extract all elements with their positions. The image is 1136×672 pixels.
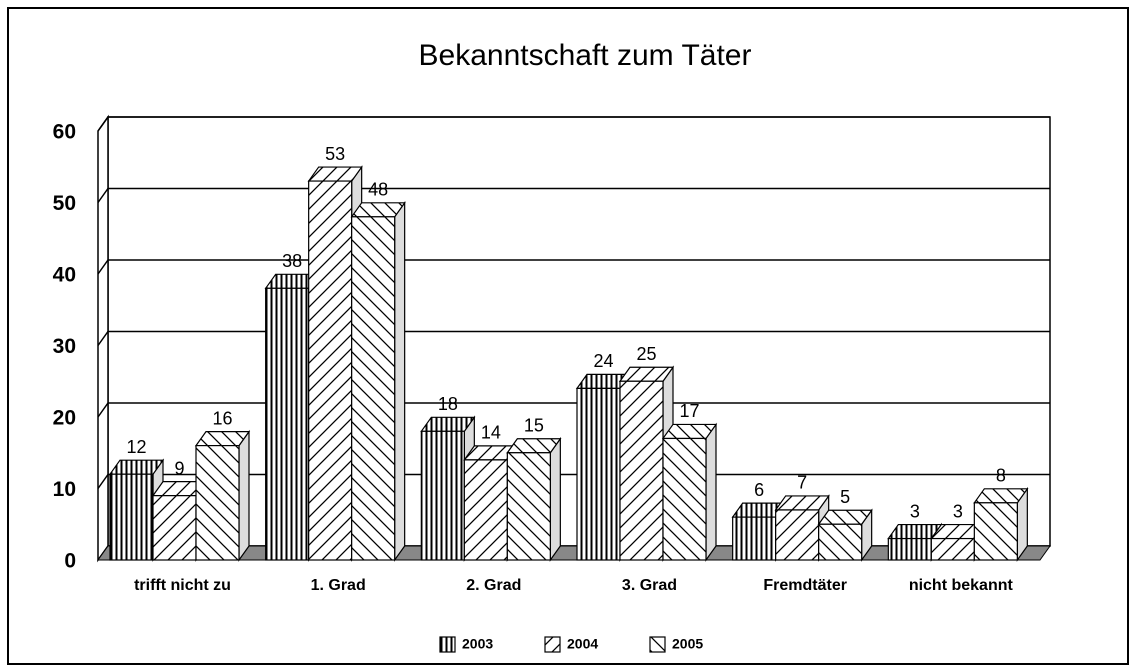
y-tick-label: 0 — [64, 550, 76, 573]
x-tick-label: 1. Grad — [311, 577, 366, 594]
bar-top — [661, 423, 718, 440]
bar — [930, 537, 975, 561]
chart-title: Bekanntschaft zum Täter — [419, 39, 752, 72]
bar — [506, 452, 551, 561]
legend-swatch — [649, 636, 666, 653]
value-label: 25 — [636, 344, 656, 364]
bar — [265, 287, 310, 561]
bar-side — [549, 436, 561, 562]
value-label: 8 — [996, 466, 1006, 486]
bar-side — [705, 422, 717, 562]
bar — [308, 180, 353, 561]
y-tick-label: 60 — [53, 121, 76, 144]
bar — [463, 459, 508, 561]
y-tick-label: 50 — [53, 192, 76, 215]
legend-label: 2003 — [462, 636, 493, 652]
bar-side — [238, 429, 250, 562]
value-label: 3 — [910, 501, 920, 521]
x-tick-label: 3. Grad — [622, 577, 677, 594]
bar — [973, 502, 1018, 561]
bar — [576, 387, 621, 561]
bar-top — [774, 495, 830, 511]
value-label: 53 — [325, 144, 345, 164]
value-label: 14 — [481, 423, 501, 443]
bar-top — [420, 416, 476, 432]
x-tick-label: Fremdtäter — [763, 577, 847, 594]
value-label: 12 — [126, 437, 146, 457]
bar-top — [307, 166, 363, 182]
bar — [732, 516, 777, 561]
y-tick-label: 30 — [53, 335, 76, 358]
bar-top — [108, 459, 165, 475]
bar — [351, 216, 396, 561]
grid-line — [97, 259, 1050, 275]
value-label: 7 — [797, 473, 807, 493]
value-label: 6 — [754, 480, 764, 500]
bar-top — [194, 431, 251, 447]
bar-top — [618, 366, 675, 382]
bar — [420, 430, 465, 561]
x-tick-label: 2. Grad — [466, 577, 521, 594]
grid-line — [97, 330, 1050, 346]
grid-line — [97, 473, 1050, 489]
value-label: 9 — [174, 458, 184, 478]
bar-top — [350, 202, 406, 218]
y-tick-label: 20 — [53, 407, 76, 430]
x-tick-label: trifft nicht zu — [134, 577, 231, 594]
value-label: 17 — [679, 401, 699, 421]
value-label: 16 — [212, 408, 232, 428]
y-tick-label: 10 — [53, 478, 76, 501]
y-tick-label: 40 — [53, 264, 76, 287]
bar — [109, 473, 154, 561]
grid-line — [97, 116, 1050, 132]
bar — [818, 523, 863, 561]
legend-swatch — [439, 636, 456, 653]
bar — [619, 380, 664, 561]
value-label: 24 — [593, 351, 613, 371]
bar — [775, 509, 820, 561]
bar-top — [817, 509, 873, 525]
x-tick-label: nicht bekannt — [909, 577, 1014, 594]
grid-line — [97, 402, 1050, 418]
legend-label: 2005 — [672, 636, 703, 652]
bar-top — [506, 438, 562, 454]
bar — [887, 537, 932, 561]
bar — [195, 445, 240, 561]
bar-top — [973, 488, 1029, 504]
value-label: 15 — [524, 416, 544, 436]
legend-swatch — [544, 636, 561, 653]
value-label: 18 — [438, 394, 458, 414]
bar-side — [394, 200, 406, 562]
value-label: 5 — [840, 487, 850, 507]
bar — [152, 495, 197, 561]
bar — [662, 437, 707, 561]
value-label: 38 — [282, 251, 302, 271]
value-label: 48 — [368, 180, 388, 200]
legend-label: 2004 — [567, 636, 598, 652]
grid-line — [97, 187, 1050, 203]
value-label: 3 — [953, 501, 963, 521]
